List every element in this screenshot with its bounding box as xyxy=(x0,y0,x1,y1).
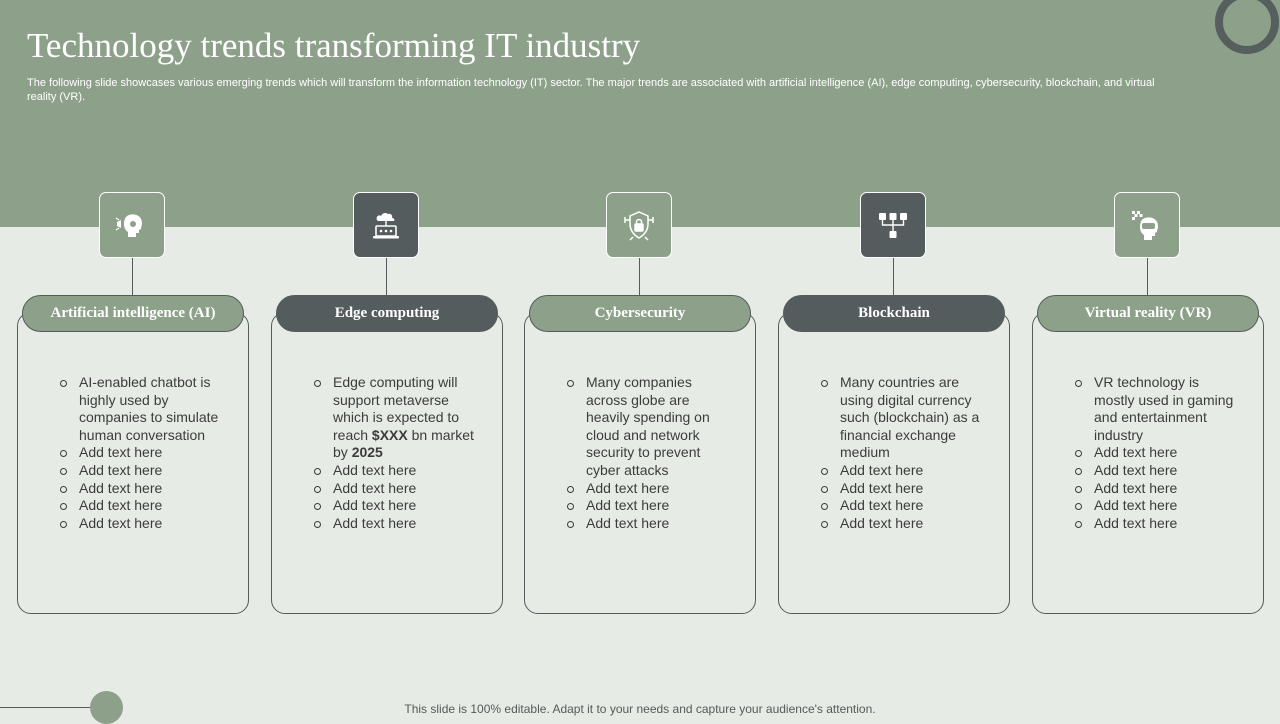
bullet-item: Add text here xyxy=(821,480,981,498)
bullet-item: Many companies across globe are heavily … xyxy=(567,374,727,480)
vr-icon-tile xyxy=(1114,192,1180,258)
trend-bullets: Many companies across globe are heavily … xyxy=(567,374,727,532)
trend-card xyxy=(17,312,249,614)
bullet-item: Add text here xyxy=(1075,480,1235,498)
bullet-item: VR technology is mostly used in gaming a… xyxy=(1075,374,1235,444)
trend-column-ai: Artificial intelligence (AI) AI-enabled … xyxy=(17,192,251,616)
trend-card xyxy=(778,312,1010,614)
ai-head-icon xyxy=(115,214,142,237)
bullet-item: Many countries are using digital currenc… xyxy=(821,374,981,462)
ai-icon-tile xyxy=(99,192,165,258)
trend-card xyxy=(524,312,756,614)
footer-note: This slide is 100% editable. Adapt it to… xyxy=(404,702,876,716)
bullet-item: AI-enabled chatbot is highly used by com… xyxy=(60,374,220,444)
shield-lock-icon xyxy=(624,211,654,241)
bullet-item: Add text here xyxy=(821,515,981,533)
bullet-item: Add text here xyxy=(1075,444,1235,462)
trend-column-blockchain: Blockchain Many countries are using digi… xyxy=(778,192,1012,616)
blockchain-icon-tile xyxy=(860,192,926,258)
trend-bullets: Many countries are using digital currenc… xyxy=(821,374,981,532)
bullet-item: Add text here xyxy=(314,515,474,533)
slide-title: Technology trends transforming IT indust… xyxy=(27,26,641,65)
bullet-item: Add text here xyxy=(821,462,981,480)
trend-label-blockchain: Blockchain xyxy=(783,295,1005,332)
bullet-item: Add text here xyxy=(1075,462,1235,480)
trend-column-virtual-reality: Virtual reality (VR) VR technology is mo… xyxy=(1032,192,1266,616)
bullet-item: Add text here xyxy=(60,480,220,498)
bullet-item: Add text here xyxy=(60,462,220,480)
trend-label-cybersecurity: Cybersecurity xyxy=(529,295,751,332)
connector-line xyxy=(639,258,640,296)
bullet-item: Add text here xyxy=(567,515,727,533)
bullet-highlight: $XXX xyxy=(371,426,408,443)
edge-icon-tile xyxy=(353,192,419,258)
blockchain-cubes-icon xyxy=(879,213,907,238)
trend-column-edge-computing: Edge computing Edge computing will suppo… xyxy=(271,192,505,616)
trend-label-edge-computing: Edge computing xyxy=(276,295,498,332)
trend-label-ai: Artificial intelligence (AI) xyxy=(22,295,244,332)
bullet-item: Add text here xyxy=(1075,515,1235,533)
cloud-laptop-icon xyxy=(373,212,399,239)
connector-line xyxy=(132,258,133,296)
vr-headset-icon xyxy=(1132,211,1158,240)
connector-line xyxy=(386,258,387,296)
cybersecurity-icon-tile xyxy=(606,192,672,258)
bullet-highlight: 2025 xyxy=(351,444,383,461)
bullet-item: Add text here xyxy=(567,497,727,515)
bullet-item: Add text here xyxy=(821,497,981,515)
bullet-item: Add text here xyxy=(314,497,474,515)
trend-bullets: Edge computing will support metaverse wh… xyxy=(314,374,474,532)
decorative-ring xyxy=(1215,0,1279,54)
trend-column-cybersecurity: Cybersecurity Many companies across glob… xyxy=(524,192,758,616)
trend-bullets: AI-enabled chatbot is highly used by com… xyxy=(60,374,220,532)
header-band xyxy=(0,0,1280,227)
bullet-item: Add text here xyxy=(314,462,474,480)
bullet-item: Add text here xyxy=(60,515,220,533)
bullet-item: Add text here xyxy=(60,497,220,515)
bullet-item: Add text here xyxy=(314,480,474,498)
slide-subtitle: The following slide showcases various em… xyxy=(27,77,1155,103)
bullet-item: Add text here xyxy=(1075,497,1235,515)
footer-line xyxy=(0,707,92,708)
trend-bullets: VR technology is mostly used in gaming a… xyxy=(1075,374,1235,532)
connector-line xyxy=(893,258,894,296)
bullet-item: Edge computing will support metaverse wh… xyxy=(314,374,474,462)
footer-decorative-dot xyxy=(90,691,123,724)
connector-line xyxy=(1147,258,1148,296)
trend-card xyxy=(1032,312,1264,614)
bullet-item: Add text here xyxy=(567,480,727,498)
trend-label-virtual-reality: Virtual reality (VR) xyxy=(1037,295,1259,332)
bullet-item: Add text here xyxy=(60,444,220,462)
